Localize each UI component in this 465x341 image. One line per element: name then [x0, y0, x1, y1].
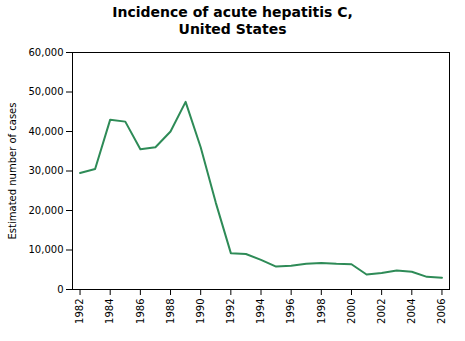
svg-text:10,000: 10,000 [29, 244, 64, 255]
svg-text:2004: 2004 [406, 298, 417, 323]
svg-text:1998: 1998 [316, 298, 327, 323]
svg-text:20,000: 20,000 [29, 204, 64, 215]
svg-text:1982: 1982 [74, 298, 85, 323]
svg-text:1984: 1984 [104, 298, 115, 323]
svg-text:1996: 1996 [285, 298, 296, 323]
svg-text:1986: 1986 [135, 298, 146, 323]
svg-text:1990: 1990 [195, 298, 206, 323]
svg-text:1988: 1988 [165, 298, 176, 323]
svg-text:40,000: 40,000 [29, 125, 64, 136]
svg-text:50,000: 50,000 [29, 86, 64, 97]
svg-text:0: 0 [57, 283, 63, 294]
svg-text:30,000: 30,000 [29, 165, 64, 176]
svg-text:2002: 2002 [376, 298, 387, 323]
svg-text:1994: 1994 [255, 298, 266, 323]
svg-text:2006: 2006 [436, 298, 447, 323]
html-text:Incidence of acute hepatitis C: Incidence of acute hepatitis C, United S… [112, 4, 353, 37]
svg-text:Estimated number of cases: Estimated number of cases [7, 102, 18, 239]
svg-text:1992: 1992 [225, 298, 236, 323]
svg-text:2000: 2000 [346, 298, 357, 323]
svg-text:60,000: 60,000 [29, 46, 64, 57]
